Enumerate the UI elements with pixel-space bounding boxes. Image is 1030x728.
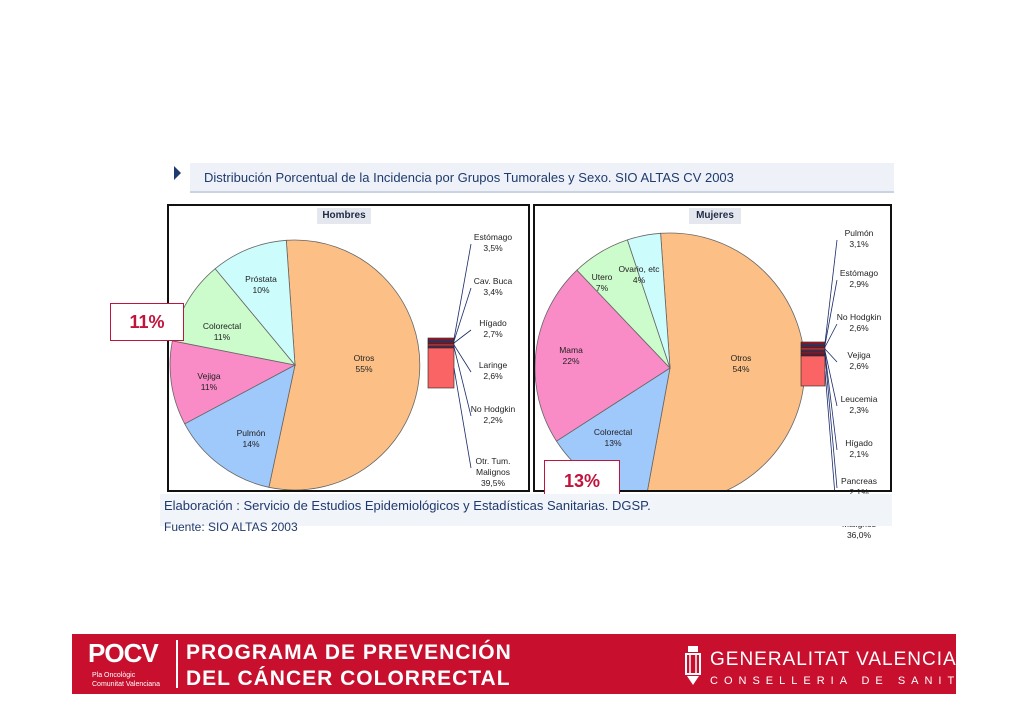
breakdown-label-otr-tum-malignos: Otr. Tum. Malignos 39,5% (475, 456, 511, 488)
pie-slice-mama (535, 269, 671, 442)
conselleria-title: CONSELLERIA DE SANITAT (710, 675, 985, 687)
highlight-callout-colorectal-hombres: 11% (110, 303, 184, 341)
pie-slice-prostata (214, 239, 296, 367)
leader-line-leucemia (824, 350, 838, 407)
breakdown-label-cav-buca: Cav. Buca 3,4% (473, 276, 513, 297)
chart-panel-hombres: Hombres Otros 55% Pulmón 14% Vejiga 11% Colore… (167, 204, 530, 492)
footer-divider (176, 640, 178, 688)
footer-banner (72, 634, 956, 694)
source-elaboracion: Elaboración : Servicio de Estudios Epide… (164, 498, 651, 513)
pocv-logo-sub1: Pla Oncològic (92, 672, 136, 679)
pie-chart-mujeres (535, 232, 838, 490)
source-fuente: Fuente: SIO ALTAS 2003 (164, 520, 298, 534)
breakdown-label-leucemia: Leucemia 2,3% (840, 394, 878, 415)
breakdown-label-estomago: Estómago 2,9% (839, 268, 879, 289)
source-background (160, 494, 892, 526)
highlight-callout-colorectal-mujeres: 13% (544, 460, 620, 498)
leader-line-estomago (824, 279, 838, 346)
leader-line-no-hodgkin (453, 346, 472, 417)
chart-title: Distribución Porcentual de la Incidencia… (204, 170, 734, 185)
program-title-line2: DEL CÁNCER COLORRECTAL (186, 667, 511, 690)
slice-label-otros: Otros 54% (730, 353, 752, 374)
leader-line-no-hodgkin (824, 323, 838, 348)
slice-label-mama: Mama 22% (559, 345, 583, 366)
pie-slice-otros (268, 239, 421, 490)
pie-slice-pulmon (184, 364, 296, 488)
leader-line-higado (453, 329, 472, 344)
slice-label-otros: Otros 55% (353, 353, 375, 374)
panel-title-mujeres: Mujeres (689, 208, 741, 224)
breakdown-bar-otr-tum-malignos (427, 347, 455, 389)
slice-label-prostata: Próstata 10% (245, 274, 277, 295)
slice-label-colorectal: Colorectal 13% (593, 427, 633, 448)
title-bar (190, 163, 894, 193)
leader-line-otr-tum-malignos (824, 370, 835, 490)
leader-line-cav-buca (453, 287, 472, 342)
breakdown-label-higado: Hígado 2,7% (479, 318, 507, 339)
slice-label-ovario-etc: Ovario, etc 4% (618, 264, 660, 285)
slice-label-colorectal: Colorectal 11% (202, 321, 242, 342)
pie-slice-vejiga (169, 340, 297, 425)
leader-line-otr-tum-malignos (453, 367, 472, 469)
leader-line-pancreas (824, 354, 838, 489)
slice-label-pulmon: Pulmón 14% (236, 428, 266, 449)
panel-title-hombres: Hombres (317, 208, 371, 224)
chart-panel-mujeres: Mujeres Otros 54% Colorectal 13% Mama 22% Uter… (533, 204, 892, 540)
breakdown-label-higado: Hígado 2,1% (845, 438, 873, 459)
breakdown-label-estomago: Estómago 3,5% (473, 232, 513, 253)
slice-label-utero: Utero 7% (591, 272, 613, 293)
leader-line-laringe (453, 344, 472, 373)
breakdown-bar-otr-tum-malignos (800, 355, 826, 387)
slice-label-vejiga: Vejiga 11% (197, 371, 221, 392)
generalitat-title: GENERALITAT VALENCIANA (710, 649, 986, 670)
leader-line-pulmon (824, 239, 838, 344)
breakdown-label-no-hodgkin: No Hodgkin 2,2% (470, 404, 516, 425)
leader-line-higado (824, 352, 838, 451)
generalitat-crest-icon (685, 646, 701, 685)
pie-slice-ovario-etc (626, 232, 671, 369)
pocv-logo-sub2: Comunitat Valenciana (92, 681, 160, 688)
breakdown-label-pulmon: Pulmón 3,1% (844, 228, 874, 249)
breakdown-label-vejiga: Vejiga 2,6% (847, 350, 871, 371)
program-title-line1: PROGRAMA DE PREVENCIÓN (186, 641, 512, 664)
breakdown-label-laringe: Laringe 2,6% (478, 360, 508, 381)
pie-chart-hombres (169, 239, 472, 490)
breakdown-label-pancreas: Pancreas 2,1% (841, 476, 877, 497)
leader-line-vejiga (824, 348, 838, 363)
leader-line-estomago (453, 243, 472, 340)
pocv-logo-text: POCV (88, 638, 159, 668)
breakdown-label-no-hodgkin: No Hodgkin 2,6% (836, 312, 882, 333)
title-arrow-icon (174, 166, 181, 180)
